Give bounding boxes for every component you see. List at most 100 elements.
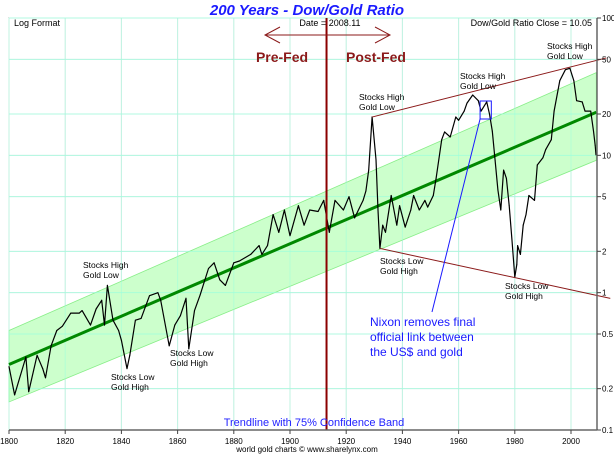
data-point (25, 356, 27, 358)
stocks-gold-annotation: Gold High (111, 382, 149, 392)
data-point (569, 67, 571, 69)
data-point (250, 253, 252, 255)
data-point (503, 169, 505, 171)
trendline (8, 110, 597, 366)
data-point (78, 312, 80, 314)
y-tick-label: 0.2 (602, 385, 614, 394)
x-tick-label: 1820 (56, 437, 74, 446)
nixon-annotation: Nixon removes final (370, 315, 475, 329)
data-point (174, 324, 176, 326)
data-point (56, 330, 58, 332)
data-point (418, 209, 420, 211)
data-point (550, 139, 552, 141)
data-point (377, 209, 379, 211)
stocks-gold-annotation: Stocks High (460, 71, 506, 81)
data-point (354, 217, 356, 219)
data-point (573, 80, 575, 82)
data-point (441, 139, 443, 141)
data-point (511, 239, 513, 241)
y-tick-label: 100 (602, 14, 614, 23)
data-point (303, 224, 305, 226)
x-tick-label: 1960 (450, 437, 468, 446)
data-point (348, 196, 350, 198)
data-point (42, 368, 44, 370)
confidence-band-group (8, 17, 597, 431)
data-point (576, 100, 578, 102)
data-point (486, 101, 488, 103)
trendline-band-label: Trendline with 75% Confidence Band (224, 417, 405, 429)
data-point (112, 319, 114, 321)
data-point (365, 190, 367, 192)
footer-credit: world gold charts © www.sharelynx.com (235, 445, 378, 454)
stocks-gold-annotation: Stocks High (359, 92, 405, 102)
data-point (396, 224, 398, 226)
data-point (323, 199, 325, 201)
stocks-gold-annotation: Gold Low (359, 102, 396, 112)
data-point (14, 394, 16, 396)
data-point (542, 157, 544, 159)
data-point (129, 354, 131, 356)
data-point (106, 284, 108, 286)
data-point (382, 224, 384, 226)
y-tick-label: 50 (602, 55, 611, 64)
x-tick-label: 1980 (506, 437, 524, 446)
data-point (134, 319, 136, 321)
data-point (45, 377, 47, 379)
data-point (50, 345, 52, 347)
upper-channel-line (371, 57, 607, 118)
data-point (427, 206, 429, 208)
data-point (444, 131, 446, 133)
data-point (517, 245, 519, 247)
data-point (375, 159, 377, 161)
data-point (219, 279, 221, 281)
nixon-annotation: the US$ and gold (370, 345, 463, 359)
data-point (497, 189, 499, 191)
stocks-gold-annotation: Stocks Low (170, 348, 214, 358)
nixon-annotation: official link between (370, 330, 474, 344)
data-point (480, 110, 482, 112)
ratio-close-label: Dow/Gold Ratio Close = 10.05 (471, 18, 592, 28)
data-point (466, 102, 468, 104)
stocks-gold-annotation: Stocks Low (380, 256, 424, 266)
data-point (120, 339, 122, 341)
data-point (267, 245, 269, 247)
stocks-gold-annotation: Stocks Low (505, 281, 549, 291)
data-point (458, 119, 460, 121)
data-point (463, 110, 465, 112)
data-point (28, 391, 30, 393)
data-point (590, 110, 592, 112)
data-point (149, 295, 150, 297)
data-point (342, 209, 344, 211)
data-point (278, 231, 280, 233)
data-point (424, 199, 426, 201)
x-tick-label: 1800 (0, 437, 18, 446)
data-point (61, 325, 63, 327)
stocks-gold-annotation: Gold Low (83, 270, 120, 280)
stocks-gold-annotation: Gold High (380, 266, 418, 276)
data-point (559, 80, 561, 82)
data-point (472, 94, 474, 96)
data-point (491, 130, 493, 132)
y-tick-label: 1 (602, 289, 607, 298)
data-point (328, 231, 330, 233)
data-point (224, 284, 226, 286)
date-label: Date = 2008.11 (299, 18, 360, 28)
y-tick-label: 0.1 (602, 426, 614, 435)
data-point (157, 292, 159, 294)
y-tick-label: 5 (602, 193, 607, 202)
left-arrow-icon (263, 26, 281, 44)
data-point (272, 214, 274, 216)
data-point (545, 149, 547, 151)
series-group (8, 67, 597, 396)
data-point (519, 253, 521, 255)
y-tick-label: 10 (602, 151, 611, 160)
data-point (101, 299, 103, 301)
data-point (118, 330, 120, 332)
x-tick-label: 1940 (394, 437, 412, 446)
data-point (36, 354, 38, 356)
data-point (283, 209, 285, 211)
data-point (594, 144, 596, 146)
stocks-gold-annotation: Gold Low (547, 51, 584, 61)
data-point (81, 310, 83, 312)
